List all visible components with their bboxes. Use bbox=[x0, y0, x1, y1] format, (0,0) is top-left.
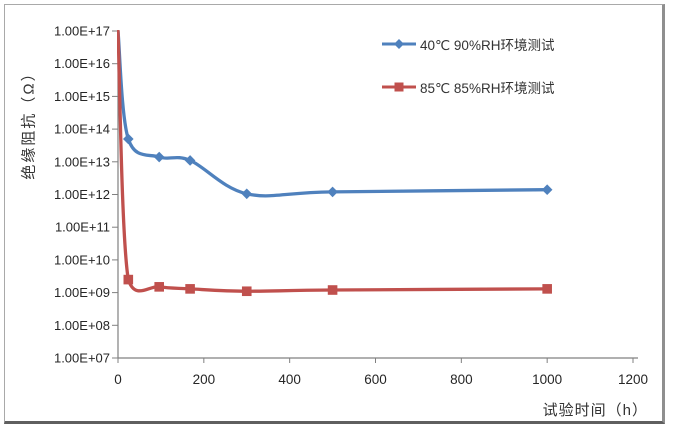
x-tick-label: 1000 bbox=[532, 372, 562, 387]
legend-label-series-1: 40℃ 90%RH环境测试 bbox=[420, 38, 555, 53]
y-axis-title: 绝缘阻抗（Ω） bbox=[20, 64, 38, 180]
x-tick-label: 0 bbox=[114, 372, 122, 387]
x-tick-label: 600 bbox=[364, 372, 387, 387]
y-tick-label: 1.00E+14 bbox=[54, 122, 110, 137]
x-tick-label: 1200 bbox=[618, 372, 648, 387]
data-point-marker bbox=[153, 151, 165, 163]
y-tick-label: 1.00E+17 bbox=[54, 24, 110, 39]
data-point-marker bbox=[327, 186, 338, 198]
y-tick-label: 1.00E+07 bbox=[54, 351, 110, 366]
x-tick-label: 400 bbox=[278, 372, 301, 387]
x-tick-label: 200 bbox=[193, 372, 216, 387]
data-point-marker bbox=[241, 188, 253, 200]
data-point-marker bbox=[241, 286, 252, 297]
line-square-swatch-icon bbox=[382, 82, 416, 92]
data-point-marker bbox=[185, 284, 195, 294]
y-tick-label: 1.00E+15 bbox=[54, 89, 110, 104]
legend-item-series-2: 85℃ 85%RH环境测试 bbox=[381, 77, 554, 97]
y-tick-label: 1.00E+11 bbox=[55, 220, 110, 235]
y-tick-label: 1.00E+12 bbox=[54, 187, 110, 202]
legend-label-series-2: 85℃ 85%RH环境测试 bbox=[420, 81, 555, 96]
data-point-marker bbox=[123, 274, 134, 285]
data-point-marker bbox=[327, 285, 338, 295]
data-point-marker bbox=[184, 155, 196, 166]
legend-marker bbox=[394, 39, 404, 49]
y-tick-label: 1.00E+08 bbox=[54, 318, 110, 333]
legend-item-series-1: 40℃ 90%RH环境测试 bbox=[381, 34, 554, 54]
chart-frame bbox=[4, 4, 665, 424]
y-tick-label: 1.00E+13 bbox=[54, 154, 110, 169]
series-2 bbox=[117, 30, 552, 297]
y-tick-label: 1.00E+09 bbox=[54, 285, 110, 300]
x-axis-title: 试验时间（h） bbox=[542, 402, 648, 419]
line-diamond-swatch-icon bbox=[382, 39, 416, 49]
series-line bbox=[117, 30, 549, 198]
series-1 bbox=[117, 30, 553, 200]
y-tick-label: 1.00E+16 bbox=[54, 56, 110, 71]
legend-marker bbox=[394, 82, 404, 92]
data-point-marker bbox=[542, 284, 552, 294]
data-point-marker bbox=[541, 184, 553, 196]
data-point-marker bbox=[154, 282, 164, 292]
data-point-marker bbox=[123, 133, 134, 145]
y-tick-label: 1.00E+10 bbox=[54, 252, 110, 267]
series-line bbox=[117, 30, 549, 293]
x-tick-label: 800 bbox=[450, 372, 473, 387]
